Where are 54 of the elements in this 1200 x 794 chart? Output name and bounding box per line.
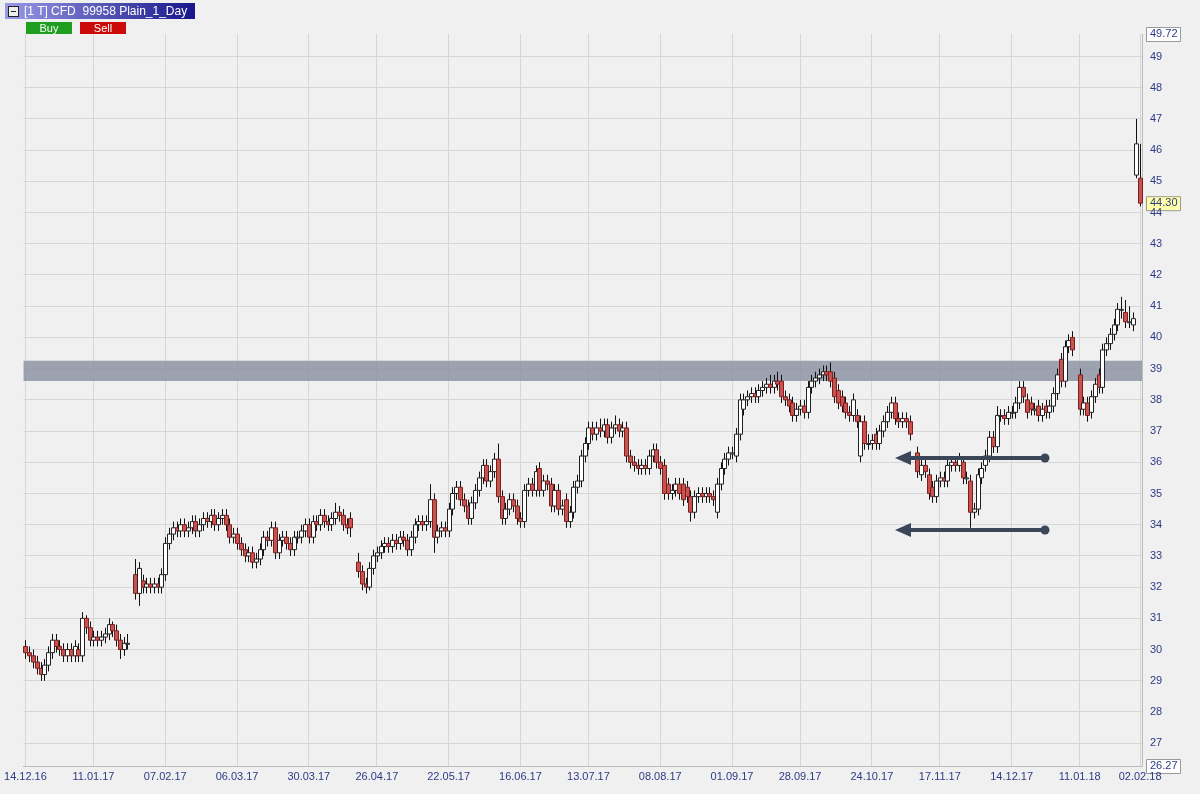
x-tick-label: 13.07.17 <box>567 769 610 782</box>
y-tick-label: 27 <box>1150 736 1163 749</box>
candlestick <box>435 524 440 544</box>
x-tick-label: 24.10.17 <box>850 769 894 782</box>
candlestick <box>598 418 603 438</box>
y-tick-label: 34 <box>1150 517 1163 530</box>
y-tick-label: 46 <box>1150 143 1163 156</box>
y-tick-label: 30 <box>1150 642 1163 655</box>
y-tick-label: 48 <box>1150 80 1163 93</box>
y-tick-label: 39 <box>1150 361 1163 374</box>
candlestick <box>594 421 599 441</box>
x-tick-label: 16.06.17 <box>499 769 542 782</box>
candlestick <box>537 461 542 498</box>
x-tick-label: 11.01.17 <box>72 769 115 782</box>
y-tick-label: 32 <box>1150 580 1163 593</box>
y-tick-label: 29 <box>1150 673 1163 686</box>
x-tick-label: 11.01.18 <box>1058 769 1101 782</box>
x-tick-label: 28.09.17 <box>778 769 822 782</box>
y-tick-label: 33 <box>1150 548 1163 561</box>
x-tick-label: 07.02.17 <box>143 769 187 782</box>
y-tick-label: 40 <box>1150 330 1163 343</box>
x-tick-label: 30.03.17 <box>287 769 331 782</box>
candlestick <box>692 489 697 519</box>
x-tick-label: 14.12.17 <box>990 769 1034 782</box>
y-tick-label: 47 <box>1150 111 1163 124</box>
x-tick-label: 01.09.17 <box>710 769 754 782</box>
candlestick <box>590 421 595 441</box>
candlestick <box>790 396 795 423</box>
y-tick-label: 43 <box>1150 236 1163 249</box>
x-tick-label: 08.08.17 <box>638 769 682 782</box>
y-tick-label: 38 <box>1150 392 1163 405</box>
x-tick-label: 22.05.17 <box>427 769 471 782</box>
y-tick-label: 37 <box>1150 424 1163 437</box>
y-tick-label: 26.27 <box>1150 759 1178 772</box>
y-tick-label: 35 <box>1150 486 1163 499</box>
annotation: Buy <box>26 22 72 34</box>
x-tick-label: 06.03.17 <box>215 769 259 782</box>
y-tick-label: 45 <box>1150 174 1163 187</box>
y-tick-label: 28 <box>1150 705 1163 718</box>
x-tick-label: 26.04.17 <box>355 769 399 782</box>
candlestick <box>605 418 610 445</box>
y-tick-label: 49 <box>1150 49 1163 62</box>
y-tick-label: 49.72 <box>1150 27 1178 40</box>
x-tick-label: 17.11.17 <box>918 769 961 782</box>
x-tick-label: 02.02.18 <box>1118 769 1162 782</box>
chart-title: [1 T] CFD 99958 Plain_1_Day <box>24 4 188 18</box>
y-tick-label: 31 <box>1150 611 1163 624</box>
x-tick-label: 14.12.16 <box>4 769 47 782</box>
y-tick-label: 42 <box>1150 268 1163 281</box>
y-tick-label: 36 <box>1150 455 1163 468</box>
annotation: Sell <box>80 22 126 34</box>
candlestick <box>908 414 913 441</box>
candlestick <box>1081 396 1086 416</box>
y-tick-label: 41 <box>1150 299 1163 312</box>
